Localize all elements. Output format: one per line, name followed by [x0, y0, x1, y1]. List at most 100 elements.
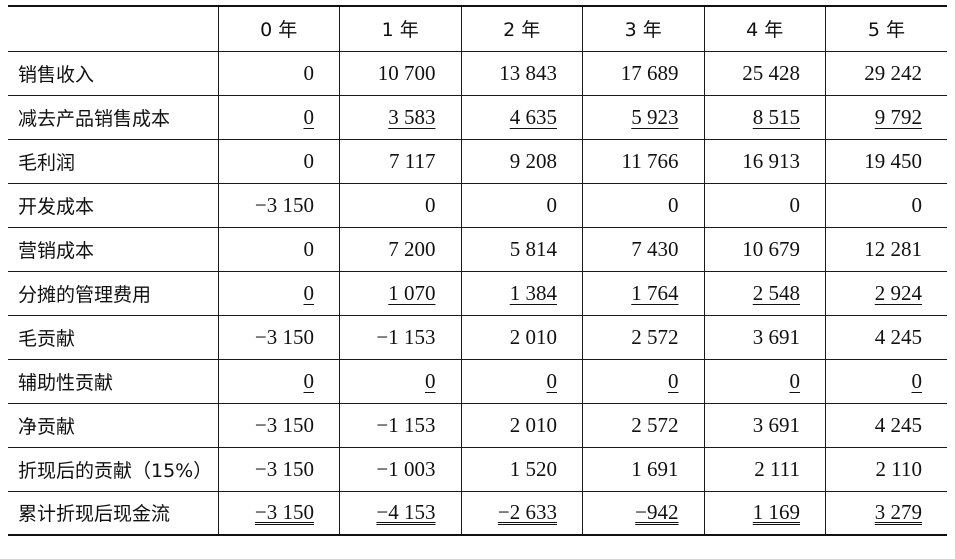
value-cell: 2 111 [703, 446, 826, 492]
value-cell: 4 245 [825, 402, 947, 448]
cell-value: −1 153 [376, 324, 436, 349]
row-label: 辅助性贡献 [8, 358, 219, 404]
value-cell: 3 583 [339, 94, 462, 140]
cell-value: 0 [303, 60, 315, 85]
value-cell: −1 153 [339, 314, 462, 360]
cell-value: 0 [425, 368, 436, 393]
cell-value: 1 384 [509, 280, 557, 305]
row-label: 毛利润 [8, 138, 219, 184]
cell-value: 0 [789, 368, 801, 393]
year-header: 0 年 [217, 5, 340, 52]
value-cell: 16 913 [703, 138, 826, 184]
value-cell: 7 430 [582, 226, 705, 272]
value-cell: 25 428 [703, 50, 826, 96]
value-cell: −3 150 [217, 402, 340, 448]
cell-value: −3 150 [254, 412, 314, 437]
value-cell: −3 150 [217, 182, 340, 228]
cell-value: 3 691 [752, 324, 800, 349]
cell-value: 1 691 [631, 456, 679, 481]
cell-value: 3 583 [388, 104, 436, 129]
cell-value: 0 [668, 368, 679, 393]
table-row: 分摊的管理费用 0 1 070 1 384 1 764 2 548 2 924 [8, 270, 947, 316]
cell-value: 0 [789, 192, 801, 217]
cell-value: 0 [303, 148, 315, 173]
cell-value: −4 153 [376, 500, 436, 525]
value-cell: 0 [703, 358, 826, 404]
cell-value: −942 [635, 500, 679, 525]
table-row: 折现后的贡献（15%） −3 150 −1 003 1 520 1 691 2 111 2 … [8, 446, 947, 492]
cell-value: 4 245 [874, 412, 922, 437]
value-cell: 7 117 [339, 138, 462, 184]
cell-value: 2 548 [752, 280, 800, 305]
value-cell: 12 281 [825, 226, 947, 272]
row-label: 累计折现后现金流 [8, 490, 219, 536]
value-cell: 10 679 [703, 226, 826, 272]
cell-value: −3 150 [254, 500, 314, 525]
value-cell: 5 814 [460, 226, 583, 272]
value-cell: 0 [582, 358, 705, 404]
table-row: 开发成本 −3 150 0 0 0 0 0 [8, 182, 947, 228]
financial-table: 0 年 1 年 2 年 3 年 4 年 5 年 销售收入 0 10 700 13 84… [8, 5, 947, 536]
cell-value: 2 111 [754, 456, 800, 481]
row-label: 折现后的贡献（15%） [8, 446, 219, 492]
value-cell: 2 572 [582, 402, 705, 448]
cell-value: 7 117 [389, 148, 436, 173]
value-cell: 0 [825, 358, 947, 404]
cell-value: 4 635 [509, 104, 557, 129]
row-label: 销售收入 [8, 50, 219, 96]
cell-value: 1 070 [388, 280, 436, 305]
value-cell: 2 924 [825, 270, 947, 316]
cell-value: 8 515 [752, 104, 800, 129]
year-header: 1 年 [339, 5, 462, 52]
value-cell: 9 792 [825, 94, 947, 140]
cell-value: 25 428 [742, 60, 800, 85]
value-cell: 0 [339, 182, 462, 228]
value-cell: 0 [460, 358, 583, 404]
row-label: 净贡献 [8, 402, 219, 448]
value-cell: 0 [217, 138, 340, 184]
cell-value: 9 792 [874, 104, 922, 129]
cell-value: 0 [303, 368, 315, 393]
cell-value: 7 200 [388, 236, 436, 261]
value-cell: 1 384 [460, 270, 583, 316]
header-row: 0 年 1 年 2 年 3 年 4 年 5 年 [8, 5, 947, 52]
value-cell: 3 691 [703, 402, 826, 448]
cell-value: −3 150 [254, 324, 314, 349]
value-cell: −3 150 [217, 490, 340, 536]
cell-value: −1 153 [376, 412, 436, 437]
year-header: 3 年 [582, 5, 705, 52]
row-label: 开发成本 [8, 182, 219, 228]
table-row: 销售收入 0 10 700 13 843 17 689 25 428 29 242 [8, 50, 947, 96]
table-body: 销售收入 0 10 700 13 843 17 689 25 428 29 242 减去产品销… [8, 50, 947, 536]
cell-value: 5 814 [509, 236, 557, 261]
value-cell: 0 [825, 182, 947, 228]
value-cell: 0 [217, 270, 340, 316]
row-label: 毛贡献 [8, 314, 219, 360]
value-cell: 4 635 [460, 94, 583, 140]
cell-value: 0 [303, 236, 315, 261]
value-cell: 0 [703, 182, 826, 228]
value-cell: 11 766 [582, 138, 705, 184]
value-cell: 2 010 [460, 314, 583, 360]
value-cell: 0 [582, 182, 705, 228]
value-cell: −2 633 [460, 490, 583, 536]
year-header: 4 年 [703, 5, 826, 52]
cell-value: 0 [546, 368, 558, 393]
value-cell: 10 700 [339, 50, 462, 96]
year-header: 2 年 [460, 5, 583, 52]
value-cell: 0 [217, 358, 340, 404]
value-cell: −1 003 [339, 446, 462, 492]
cell-value: 29 242 [864, 60, 922, 85]
value-cell: 1 520 [460, 446, 583, 492]
value-cell: 4 245 [825, 314, 947, 360]
cell-value: 0 [425, 192, 436, 217]
value-cell: 0 [217, 50, 340, 96]
value-cell: 0 [339, 358, 462, 404]
value-cell: 3 691 [703, 314, 826, 360]
value-cell: −3 150 [217, 314, 340, 360]
value-cell: 1 764 [582, 270, 705, 316]
cell-value: 0 [303, 280, 315, 305]
table-row: 营销成本 0 7 200 5 814 7 430 10 679 12 281 [8, 226, 947, 272]
cell-value: 0 [911, 192, 923, 217]
cell-value: 4 245 [874, 324, 922, 349]
